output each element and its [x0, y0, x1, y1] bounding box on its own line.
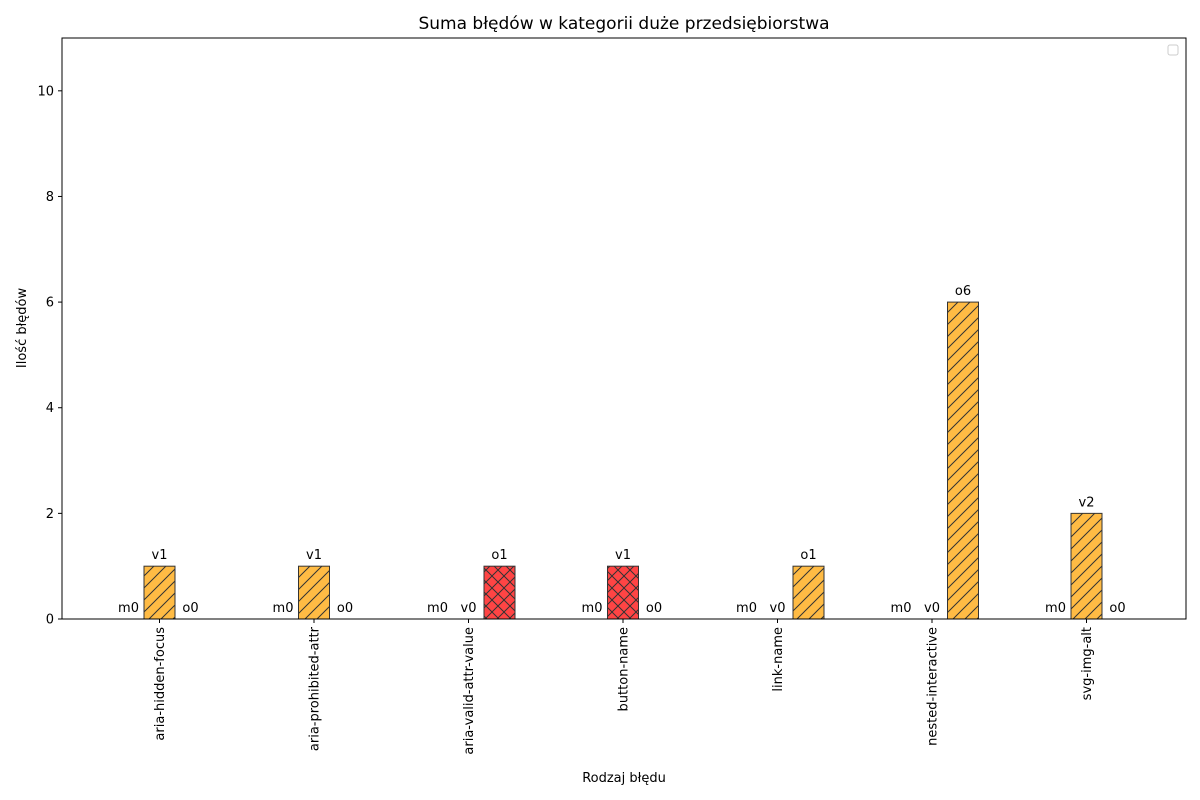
y-axis: 0 2 4 6 8 10 — [37, 84, 62, 628]
data-label: v1 — [306, 548, 322, 563]
y-tick-label: 10 — [37, 84, 54, 99]
bar-hatch-o-aria-valid-attr-value — [483, 565, 516, 620]
data-label: v0 — [770, 601, 786, 616]
x-tick-label: aria-prohibited-attr — [308, 626, 323, 751]
bars-layer — [113, 301, 1133, 620]
data-label: v2 — [1079, 495, 1095, 510]
x-tick-label: aria-valid-attr-value — [462, 627, 477, 755]
bar-hatch-v-aria-hidden-focus — [143, 565, 176, 620]
y-tick-label: 8 — [46, 190, 54, 205]
data-label: v0 — [924, 601, 940, 616]
bar-hatch-o-link-name — [792, 565, 825, 620]
data-label: v1 — [615, 548, 631, 563]
bar-hatch-v-button-name — [607, 565, 639, 620]
y-tick-label: 0 — [46, 613, 54, 628]
data-label: m0 — [891, 601, 912, 616]
y-axis-label: Ilość błędów — [15, 288, 30, 369]
bar-hatch-v-svg-img-alt — [1070, 512, 1103, 620]
data-label: m0 — [427, 601, 448, 616]
data-labels-layer: m0 m0 m0 m0 m0 m0 m0 v1 v1 v0 v1 v0 v0 v2 o0 o0 o1 o0 o1 o6… — [118, 284, 1126, 616]
y-tick-label: 6 — [46, 296, 54, 311]
legend-box — [1167, 44, 1179, 56]
x-tick-label: svg-img-alt — [1080, 627, 1095, 700]
x-tick-label: link-name — [771, 627, 786, 692]
bar-hatch-v-aria-prohibited-attr — [298, 565, 330, 620]
chart-title: Suma błędów w kategorii duże przedsiębio… — [418, 14, 829, 34]
data-label: m0 — [736, 601, 757, 616]
plot-frame — [61, 37, 1187, 620]
data-label: v1 — [152, 548, 168, 563]
data-label: o0 — [182, 601, 198, 616]
bar-hatch-o-nested-interactive — [947, 301, 979, 620]
x-tick-label: nested-interactive — [926, 627, 941, 746]
x-axis: aria-hidden-focus aria-prohibited-attr ari… — [153, 619, 1095, 755]
x-axis-label: Rodzaj błędu — [582, 771, 666, 786]
y-tick-label: 2 — [46, 507, 54, 522]
data-label: o0 — [646, 601, 662, 616]
x-tick-label: button-name — [617, 627, 632, 711]
data-label: o6 — [955, 284, 971, 299]
x-tick-label: aria-hidden-focus — [153, 627, 168, 741]
data-label: o0 — [1109, 601, 1125, 616]
data-label: m0 — [118, 601, 139, 616]
data-label: m0 — [1045, 601, 1066, 616]
data-label: o1 — [491, 548, 507, 563]
data-label: v0 — [461, 601, 477, 616]
data-label: o1 — [800, 548, 816, 563]
y-tick-label: 4 — [46, 401, 54, 416]
data-label: m0 — [273, 601, 294, 616]
data-label: m0 — [582, 601, 603, 616]
data-label: o0 — [337, 601, 353, 616]
